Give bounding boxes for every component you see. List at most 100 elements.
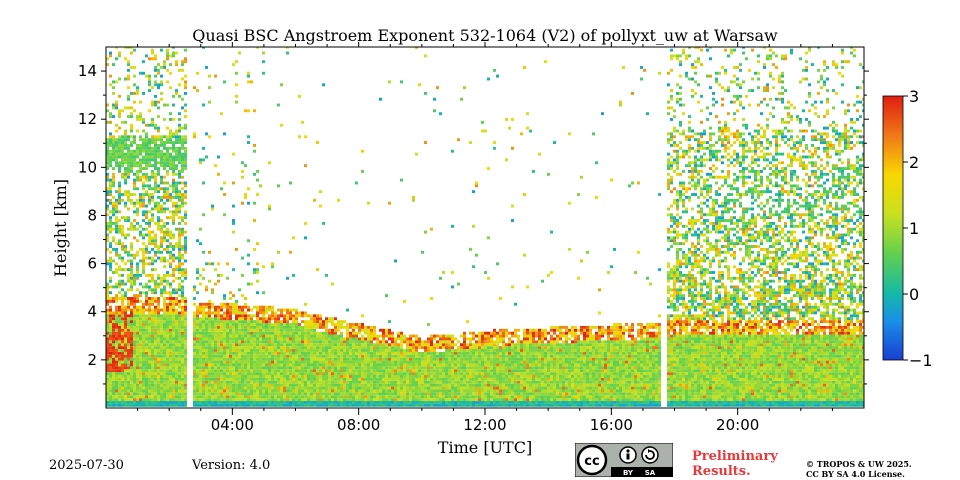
heatmap-cell — [502, 377, 505, 381]
heatmap-cell — [388, 320, 391, 324]
heatmap-cell — [322, 331, 325, 335]
heatmap-cell — [328, 328, 331, 332]
heatmap-cell — [478, 403, 481, 407]
heatmap-cell — [211, 320, 214, 324]
heatmap-cell — [217, 395, 220, 402]
heatmap-cell — [256, 357, 259, 361]
heatmap-cell — [463, 366, 466, 370]
heatmap-cell — [448, 351, 451, 355]
heatmap-cell — [340, 325, 343, 329]
heatmap-cell — [433, 389, 436, 393]
heatmap-cell — [508, 401, 511, 404]
heatmap-cell — [409, 343, 412, 347]
heatmap-cell — [181, 334, 184, 338]
heatmap-cell — [436, 86, 439, 90]
heatmap-cell — [145, 146, 148, 150]
heatmap-cell — [235, 247, 238, 251]
heatmap-cell — [307, 403, 310, 407]
heatmap-cell — [316, 369, 319, 373]
heatmap-cell — [205, 288, 208, 292]
heatmap-cell — [121, 317, 124, 321]
heatmap-cell — [259, 308, 262, 312]
heatmap-cell — [178, 169, 181, 173]
heatmap-cell — [460, 346, 463, 350]
heatmap-cell — [310, 380, 313, 384]
heatmap-cell — [112, 135, 115, 139]
heatmap-cell — [373, 363, 376, 370]
heatmap-cell — [376, 334, 379, 338]
heatmap-cell — [142, 291, 145, 295]
heatmap-cell — [205, 343, 208, 347]
heatmap-cell — [256, 380, 259, 384]
heatmap-cell — [241, 320, 244, 324]
heatmap-cell — [313, 360, 316, 370]
heatmap-cell — [124, 375, 127, 378]
heatmap-cell — [490, 386, 493, 390]
heatmap-cell — [286, 398, 289, 402]
heatmap-cell — [394, 401, 397, 404]
heatmap-cell — [235, 372, 238, 376]
heatmap-cell — [169, 195, 172, 199]
heatmap-cell — [175, 354, 178, 358]
heatmap-cell — [487, 366, 490, 370]
heatmap-cell — [115, 190, 118, 194]
heatmap-cell — [277, 386, 280, 390]
heatmap-cell — [265, 320, 268, 324]
heatmap-cell — [271, 331, 274, 335]
heatmap-cell — [424, 386, 427, 390]
heatmap-cell — [172, 155, 175, 162]
heatmap-cell — [232, 383, 235, 387]
heatmap-cell — [382, 386, 385, 390]
heatmap-cell — [454, 343, 457, 347]
heatmap-cell — [391, 357, 394, 361]
heatmap-cell — [304, 320, 307, 324]
heatmap-cell — [514, 383, 517, 387]
heatmap-cell — [205, 380, 208, 384]
heatmap-cell — [406, 343, 409, 347]
heatmap-cell — [157, 172, 160, 176]
heatmap-cell — [109, 74, 112, 78]
heatmap-cell — [106, 158, 109, 162]
heatmap-cell — [208, 279, 211, 283]
heatmap-cell — [277, 383, 280, 387]
heatmap-cell — [214, 74, 217, 78]
heatmap-cell — [181, 380, 184, 384]
heatmap-cell — [397, 351, 400, 355]
heatmap-cell — [142, 366, 145, 370]
heatmap-cell — [385, 398, 388, 402]
heatmap-cell — [448, 398, 451, 402]
heatmap-cell — [241, 386, 244, 390]
heatmap-cell — [184, 60, 187, 64]
heatmap-cell — [124, 135, 127, 139]
heatmap-cell — [355, 351, 358, 355]
heatmap-cell — [253, 328, 256, 332]
heatmap-cell — [271, 334, 274, 338]
heatmap-cell — [448, 360, 451, 364]
heatmap-cell — [412, 351, 415, 355]
heatmap-cell — [145, 262, 148, 266]
heatmap-cell — [154, 172, 157, 176]
heatmap-cell — [166, 291, 169, 295]
heatmap-cell — [199, 302, 202, 306]
heatmap-cell — [265, 328, 268, 332]
heatmap-cell — [112, 343, 115, 347]
heatmap-cell — [202, 331, 205, 335]
heatmap-cell — [502, 357, 505, 361]
heatmap-cell — [283, 357, 286, 361]
heatmap-cell — [169, 265, 172, 269]
heatmap-cell — [121, 351, 124, 361]
heatmap-cell — [373, 331, 376, 335]
heatmap-cell — [283, 392, 286, 396]
heatmap-cell — [232, 395, 235, 399]
heatmap-cell — [382, 337, 385, 341]
heatmap-cell — [163, 285, 166, 289]
heatmap-cell — [250, 346, 253, 350]
heatmap-cell — [241, 360, 244, 364]
heatmap-cell — [508, 377, 511, 384]
heatmap-cell — [112, 149, 115, 153]
heatmap-cell — [235, 71, 238, 75]
heatmap-cell — [334, 357, 337, 361]
heatmap-cell — [280, 392, 283, 396]
heatmap-cell — [202, 213, 205, 217]
heatmap-cell — [220, 375, 223, 378]
